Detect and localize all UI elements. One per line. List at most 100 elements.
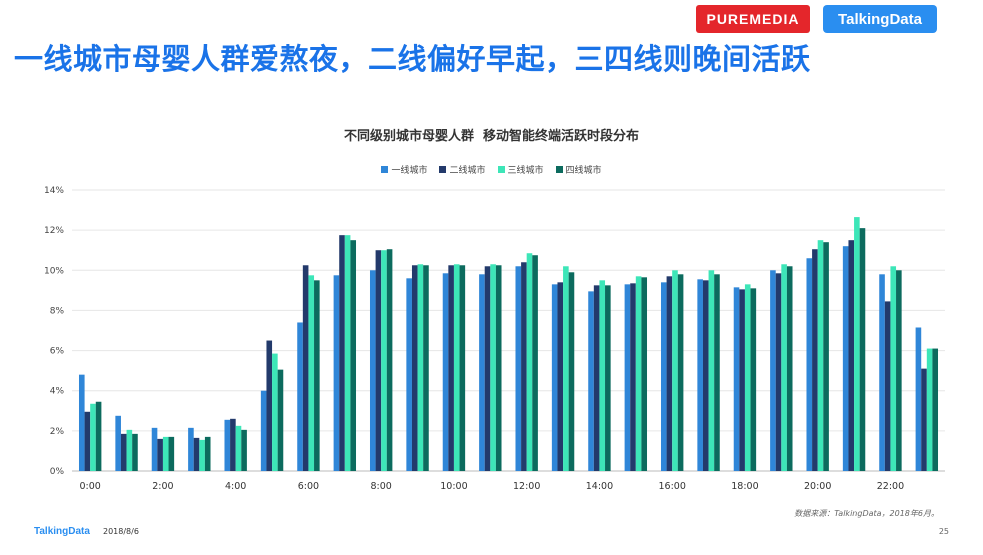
- data-source-note: 数据来源：TalkingData，2018年6月。: [794, 509, 939, 518]
- bar-series1-19:00: [770, 270, 776, 471]
- bar-series2-22:00: [884, 301, 891, 471]
- bar-series3-7:00: [344, 235, 351, 471]
- bar-series1-21:00: [842, 246, 849, 471]
- bar-series1-2:00: [151, 427, 158, 471]
- bar-series4-4:00: [241, 429, 247, 471]
- y-tick-label: 2%: [50, 427, 65, 437]
- bar-series4-23:00: [932, 348, 939, 471]
- bar-series2-6:00: [302, 265, 309, 471]
- legend-item-tier4: 四线城市: [555, 163, 602, 176]
- bar-series4-7:00: [350, 240, 357, 471]
- bar-series4-1:00: [132, 433, 138, 471]
- bar-series1-1:00: [115, 415, 121, 471]
- bar-series3-23:00: [926, 348, 933, 471]
- bar-series4-14:00: [605, 285, 611, 471]
- y-tick-label: 14%: [44, 186, 64, 196]
- bar-series1-14:00: [588, 291, 594, 471]
- bar-series3-22:00: [890, 266, 897, 471]
- bar-series3-16:00: [672, 270, 678, 471]
- bar-series2-15:00: [630, 283, 636, 471]
- bar-series4-22:00: [896, 270, 902, 471]
- bar-series1-7:00: [333, 275, 340, 471]
- bar-series3-10:00: [453, 264, 460, 471]
- bar-series2-0:00: [84, 411, 91, 471]
- y-tick-label: 0%: [50, 467, 65, 477]
- chart-legend: 一线城市 二线城市 三线城市 四线城市: [0, 163, 983, 176]
- legend-label-tier4: 四线城市: [565, 166, 602, 176]
- bar-series1-10:00: [442, 273, 449, 471]
- bar-series1-11:00: [479, 274, 485, 471]
- bar-series3-8:00: [381, 250, 387, 471]
- bar-series2-13:00: [557, 282, 564, 471]
- bar-series1-3:00: [188, 427, 194, 471]
- bar-series3-19:00: [781, 264, 787, 471]
- legend-label-tier1: 一线城市: [391, 166, 428, 176]
- legend-swatch-tier4: [555, 166, 563, 173]
- bar-series1-12:00: [515, 266, 522, 471]
- x-tick-label: 14:00: [586, 481, 613, 492]
- footer-date: 2018/8/6: [103, 527, 139, 536]
- bar-series4-16:00: [677, 274, 684, 471]
- bar-series3-20:00: [817, 240, 824, 471]
- bar-series2-20:00: [812, 249, 818, 471]
- bar-series3-11:00: [490, 264, 496, 471]
- bar-series1-0:00: [78, 374, 85, 471]
- bar-series4-9:00: [423, 265, 429, 471]
- bar-series3-4:00: [235, 425, 242, 471]
- bar-series1-5:00: [260, 390, 267, 471]
- bar-series4-17:00: [714, 274, 720, 471]
- y-tick-label: 10%: [44, 266, 64, 276]
- bar-series3-1:00: [126, 429, 133, 471]
- bar-series2-2:00: [157, 438, 163, 471]
- bar-series2-9:00: [411, 265, 418, 471]
- bar-series3-6:00: [308, 275, 315, 471]
- bar-series1-18:00: [733, 287, 740, 471]
- footer-brand-logo: TalkingData: [34, 526, 90, 537]
- x-tick-label: 16:00: [658, 481, 685, 492]
- bar-series1-23:00: [915, 327, 922, 471]
- x-tick-label: 20:00: [804, 481, 831, 492]
- x-tick-label: 12:00: [513, 481, 540, 492]
- bar-series2-11:00: [484, 266, 491, 471]
- bar-series4-8:00: [386, 249, 393, 471]
- x-tick-label: 2:00: [152, 481, 173, 492]
- bar-series1-16:00: [660, 282, 667, 471]
- bar-series1-4:00: [224, 419, 231, 471]
- bar-series2-4:00: [230, 418, 236, 471]
- bar-series2-7:00: [339, 235, 345, 471]
- bar-series3-14:00: [599, 280, 606, 471]
- bar-series4-21:00: [859, 228, 866, 471]
- legend-swatch-tier3: [497, 166, 505, 173]
- bar-series4-15:00: [641, 277, 648, 471]
- bar-series3-15:00: [635, 276, 642, 471]
- talkingdata-logo: TalkingData: [823, 5, 937, 33]
- bar-series2-10:00: [448, 265, 454, 471]
- bar-series3-13:00: [563, 266, 569, 471]
- bar-series2-5:00: [266, 340, 273, 471]
- legend-item-tier2: 二线城市: [439, 163, 486, 176]
- bar-series4-19:00: [786, 266, 793, 471]
- bar-series2-23:00: [921, 368, 927, 471]
- bar-series1-8:00: [369, 270, 376, 471]
- legend-label-tier2: 二线城市: [449, 166, 486, 176]
- bar-series1-13:00: [551, 284, 558, 471]
- bar-series3-18:00: [744, 284, 751, 471]
- bar-series2-21:00: [848, 240, 855, 471]
- bar-series4-2:00: [168, 436, 175, 471]
- bar-series4-12:00: [532, 255, 538, 471]
- bar-series3-0:00: [90, 403, 96, 471]
- legend-label-tier3: 三线城市: [507, 166, 544, 176]
- page-number: 25: [938, 527, 949, 536]
- x-tick-label: 4:00: [225, 481, 246, 492]
- bar-series3-21:00: [854, 217, 860, 471]
- y-tick-label: 4%: [50, 387, 65, 397]
- bar-series4-18:00: [750, 288, 757, 471]
- legend-item-tier3: 三线城市: [497, 163, 544, 176]
- bar-series1-20:00: [806, 258, 813, 471]
- bar-series4-5:00: [277, 369, 284, 471]
- bar-series3-9:00: [417, 264, 424, 471]
- x-tick-label: 8:00: [371, 481, 392, 492]
- x-tick-label: 6:00: [298, 481, 319, 492]
- bar-series1-15:00: [624, 284, 631, 471]
- bar-series2-14:00: [593, 285, 600, 471]
